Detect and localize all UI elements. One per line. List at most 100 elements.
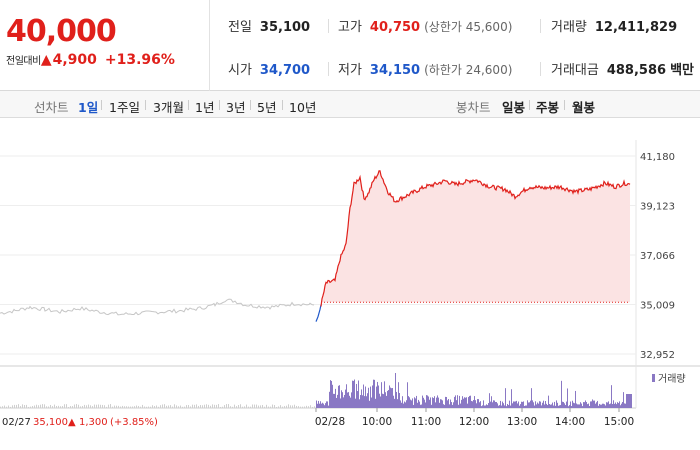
volume-bar [403,403,404,408]
volume-bar [256,404,257,408]
volume-bar [176,405,177,408]
volume-bar [224,405,225,408]
volume-bar [341,390,342,408]
volume-bar [609,404,610,408]
volume-bar [620,405,621,408]
volume-bar [76,404,77,408]
volume-bar [418,399,419,408]
volume-bar [499,405,500,408]
candle-monthly[interactable]: 월봉 [572,100,596,115]
period-1y[interactable]: 1년 [195,100,215,115]
divider [564,100,565,110]
period-10y[interactable]: 10년 [289,100,317,115]
volume-bar [206,404,207,408]
volume-bar [449,404,450,408]
volume-bar [465,397,466,408]
volume-bar [569,405,570,408]
volume-bar [20,406,21,408]
volume-bar [308,406,309,408]
price-chart[interactable]: 41,180 39,123 37,066 35,009 32,952 거래량 02/28… [0,118,700,450]
period-5y[interactable]: 5년 [257,100,277,115]
volume-bar [250,406,251,408]
volume-bar [212,404,213,408]
volume-bar [453,402,454,408]
volume-bar [552,402,553,408]
stat-volume: 거래량 12,411,829 [551,16,677,35]
stat-open: 시가 34,700 [228,59,310,78]
volume-bar [226,404,227,408]
volume-bar [186,405,187,408]
volume-bar [124,406,125,408]
volume-bar [538,403,539,408]
volume-bar [430,397,431,408]
volume-bar [62,406,63,408]
volume-bar [370,386,371,408]
volume-bar [525,405,526,408]
volume-bar [432,397,433,408]
volume-bar [104,405,105,408]
volume-bar [556,400,557,408]
stat-label: 전일 [228,20,252,35]
volume-bar [568,406,569,408]
volume-bar [559,405,560,408]
volume-bar [353,380,354,408]
volume-bar [549,403,550,408]
period-3m[interactable]: 3개월 [153,100,184,115]
volume-bar [447,400,448,408]
volume-bar [26,404,27,408]
volume-bar [338,385,339,408]
stat-value: 12,411,829 [594,20,678,35]
volume-bar [385,392,386,408]
price-line-down [315,304,322,322]
volume-bar [136,405,137,408]
volume-bar [346,384,347,408]
candle-weekly[interactable]: 주봉 [536,100,560,115]
volume-bar [361,389,362,408]
change-percent: +13.96% [104,52,175,68]
volume-bar [369,400,370,408]
volume-bar [527,400,528,408]
period-1d[interactable]: 1일 [78,100,99,115]
period-1w[interactable]: 1주일 [109,100,140,115]
volume-bar [614,403,615,408]
volume-bar [599,403,600,408]
volume-bar [619,401,620,408]
volume-bar [58,405,59,408]
volume-bar [54,404,55,408]
volume-bar [573,402,574,408]
x-tick-label: 15:00 [604,416,634,428]
volume-bar [74,404,75,408]
volume-bar [154,406,155,408]
stat-label: 시가 [228,63,252,78]
volume-bar [6,406,7,408]
volume-bar [168,405,169,408]
volume-bar [52,406,53,408]
volume-bar [589,406,590,408]
volume-bar [326,401,327,408]
volume-bar [598,405,599,408]
volume-bar [443,404,444,408]
volume-bar [325,403,326,408]
volume-bar [114,405,115,408]
volume-bar [543,400,544,408]
volume-bar [584,402,585,408]
volume-bar [382,393,383,408]
volume-bar [150,406,151,408]
volume-bar [264,406,265,408]
volume-bar [339,385,340,408]
period-3y[interactable]: 3년 [226,100,246,115]
volume-bar [8,405,9,408]
volume-bar [242,406,243,408]
y-tick-label: 37,066 [640,251,675,262]
volume-bar [318,400,319,408]
y-tick-label: 41,180 [640,152,675,163]
volume-bar [530,400,531,408]
volume-bar [607,402,608,408]
volume-bar [612,404,613,408]
candle-daily[interactable]: 일봉 [502,100,526,115]
volume-bar [327,401,328,408]
volume-bar [202,405,203,408]
volume-bar [474,396,475,408]
volume-bar [240,404,241,408]
volume-bar [550,404,551,408]
